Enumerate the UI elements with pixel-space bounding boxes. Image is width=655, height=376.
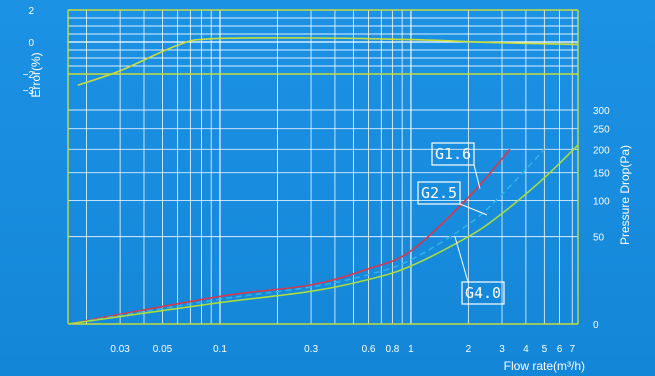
pressure-tick-label: 250 [593, 125, 610, 136]
x-tick-label: 0.3 [304, 344, 318, 355]
series-callouts: G1.6 G2.5 G4.0 [417, 142, 505, 305]
x-tick-label: 6 [557, 344, 563, 355]
x-tick-label: 3 [499, 344, 505, 355]
x-tick-label: 0.03 [110, 344, 130, 355]
error-tick-label: −3 [23, 86, 35, 97]
callout-leader [459, 203, 488, 216]
plot-frame [67, 9, 579, 325]
x-tick-label: 4 [523, 344, 529, 355]
error-axis-title: Error(%) [29, 52, 43, 97]
pressure-tick-label: 200 [593, 145, 610, 156]
series-line-g1-6 [67, 148, 511, 325]
series-label: G2.5 [421, 184, 457, 202]
x-tick-label: 0.05 [153, 344, 173, 355]
callout-box [431, 142, 475, 166]
callout-leader [473, 164, 481, 189]
x-tick-label: 0.8 [385, 344, 399, 355]
x-tick-label: 0.1 [213, 344, 227, 355]
x-tick-label: 1 [408, 344, 414, 355]
x-axis-title: Flow rate(m³/h) [504, 359, 585, 373]
callout-box [461, 281, 505, 305]
x-tick-label: 5 [542, 344, 548, 355]
series-line-g2-5 [67, 148, 545, 325]
tick-labels: 2 0 −2 −3 300 250 200 150 100 50 0 0.03 0.05 0.1 0.3 0.… [23, 6, 611, 355]
error-tick-label: 0 [28, 38, 34, 49]
pressure-axis-title: Pressure Drop(Pa) [618, 145, 632, 245]
error-curve-group [77, 37, 579, 86]
series-line-g4-0 [67, 144, 579, 325]
error-tick-label: −2 [23, 70, 35, 81]
pressure-tick-label: 100 [593, 196, 610, 207]
x-tick-label: 0.6 [362, 344, 376, 355]
callout-box [417, 181, 461, 205]
pressure-tick-label: 50 [593, 233, 605, 244]
error-curve [77, 37, 579, 86]
callout-leader [454, 236, 469, 283]
x-tick-label: 7 [569, 344, 575, 355]
series-label: G4.0 [465, 284, 501, 302]
pressure-tick-label: 150 [593, 169, 610, 180]
pressure-tick-label: 0 [593, 320, 599, 331]
pressure-series-group [67, 144, 579, 325]
series-label: G1.6 [435, 145, 471, 163]
grid [68, 10, 578, 324]
pressure-tick-label: 300 [593, 106, 610, 117]
error-tick-label: 2 [28, 6, 34, 17]
x-tick-label: 2 [466, 344, 472, 355]
